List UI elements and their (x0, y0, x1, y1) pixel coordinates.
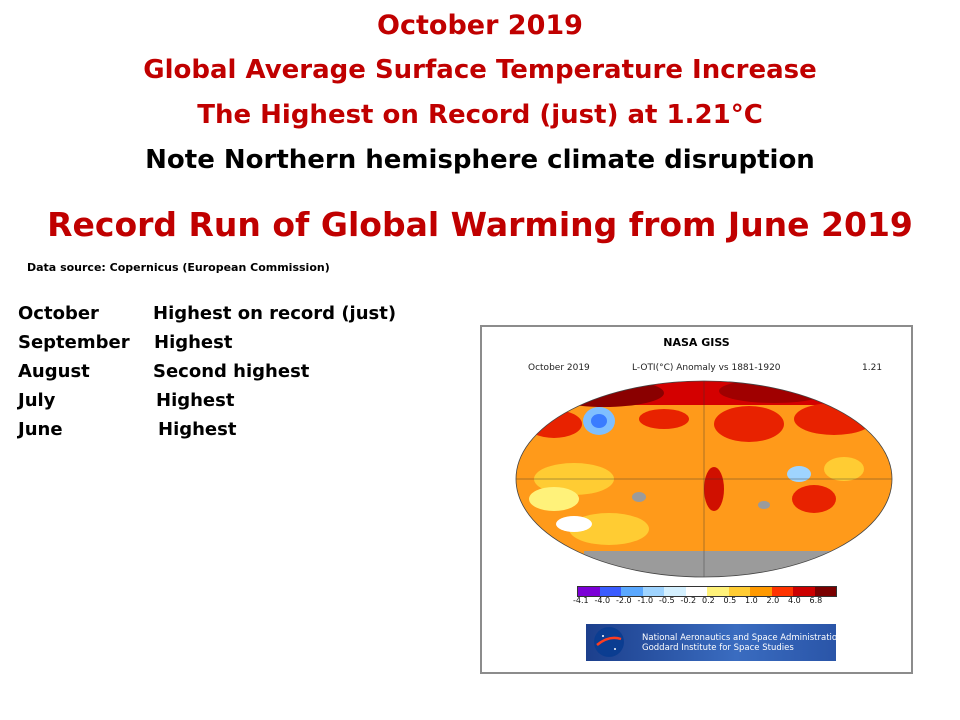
record-month: August (18, 361, 90, 382)
figure-period: October 2019 (528, 363, 590, 373)
colorbar-tick-label: 6.8 (809, 596, 823, 605)
record-status: Highest (156, 390, 235, 411)
nasa-banner: National Aeronautics and Space Administr… (586, 624, 843, 661)
title-line-1: October 2019 (377, 10, 583, 41)
colorbar-tick-label: -0.5 (659, 596, 675, 605)
colorbar-tick-label: 0.2 (702, 596, 715, 605)
headline: Record Run of Global Warming from June 2… (47, 205, 913, 244)
colorbar-tick-label: 0.5 (723, 596, 737, 605)
nasa-giss-figure: NASA GISS October 2019 L-OTI(°C) Anomaly… (480, 325, 913, 674)
agency-line-2: Goddard Institute for Space Studies (642, 643, 794, 653)
colorbar-swatch (707, 587, 729, 596)
colorbar-swatch (599, 587, 621, 596)
colorbar (577, 586, 837, 597)
temperature-anomaly-map (515, 380, 893, 578)
colorbar-swatch (793, 587, 815, 596)
agency-line-1: National Aeronautics and Space Administr… (642, 633, 843, 643)
record-month: September (18, 332, 130, 353)
agency-name: National Aeronautics and Space Administr… (642, 633, 843, 653)
colorbar-tick-label: 2.0 (766, 596, 780, 605)
data-source-note: Data source: Copernicus (European Commis… (27, 261, 330, 274)
record-month: July (18, 390, 56, 411)
record-status: Highest (154, 332, 233, 353)
record-status: Highest (158, 419, 237, 440)
colorbar-swatch (578, 587, 600, 596)
title-line-3: The Highest on Record (just) at 1.21°C (197, 100, 763, 130)
record-month: June (18, 419, 63, 440)
colorbar-tick-label: -4.0 (594, 596, 611, 605)
colorbar-swatch (642, 587, 664, 596)
title-line-4: Note Northern hemisphere climate disrupt… (145, 145, 815, 175)
colorbar-tick-label: 4.0 (788, 596, 801, 605)
colorbar-swatch (664, 587, 686, 596)
title-line-2: Global Average Surface Temperature Incre… (143, 55, 817, 85)
colorbar-swatch (685, 587, 707, 596)
figure-metric: L-OTI(°C) Anomaly vs 1881-1920 (632, 363, 781, 373)
record-month: October (18, 303, 99, 324)
colorbar-swatch (814, 587, 836, 596)
record-status: Highest on record (just) (153, 303, 397, 324)
colorbar-tick-label: -1.0 (637, 596, 654, 605)
colorbar-swatch (621, 587, 643, 596)
figure-title: NASA GISS (663, 336, 730, 349)
colorbar-tick-label: 1.0 (745, 596, 758, 605)
figure-global-value: 1.21 (862, 363, 883, 373)
record-status: Second highest (153, 361, 310, 382)
nasa-logo-icon (594, 627, 624, 657)
colorbar-tick-label: -4.1 (573, 596, 589, 605)
colorbar-swatch (750, 587, 772, 596)
colorbar-tick-label: -0.2 (680, 596, 697, 605)
colorbar-swatch (728, 587, 750, 596)
colorbar-tick-label: -2.0 (616, 596, 632, 605)
colorbar-swatch (771, 587, 793, 596)
